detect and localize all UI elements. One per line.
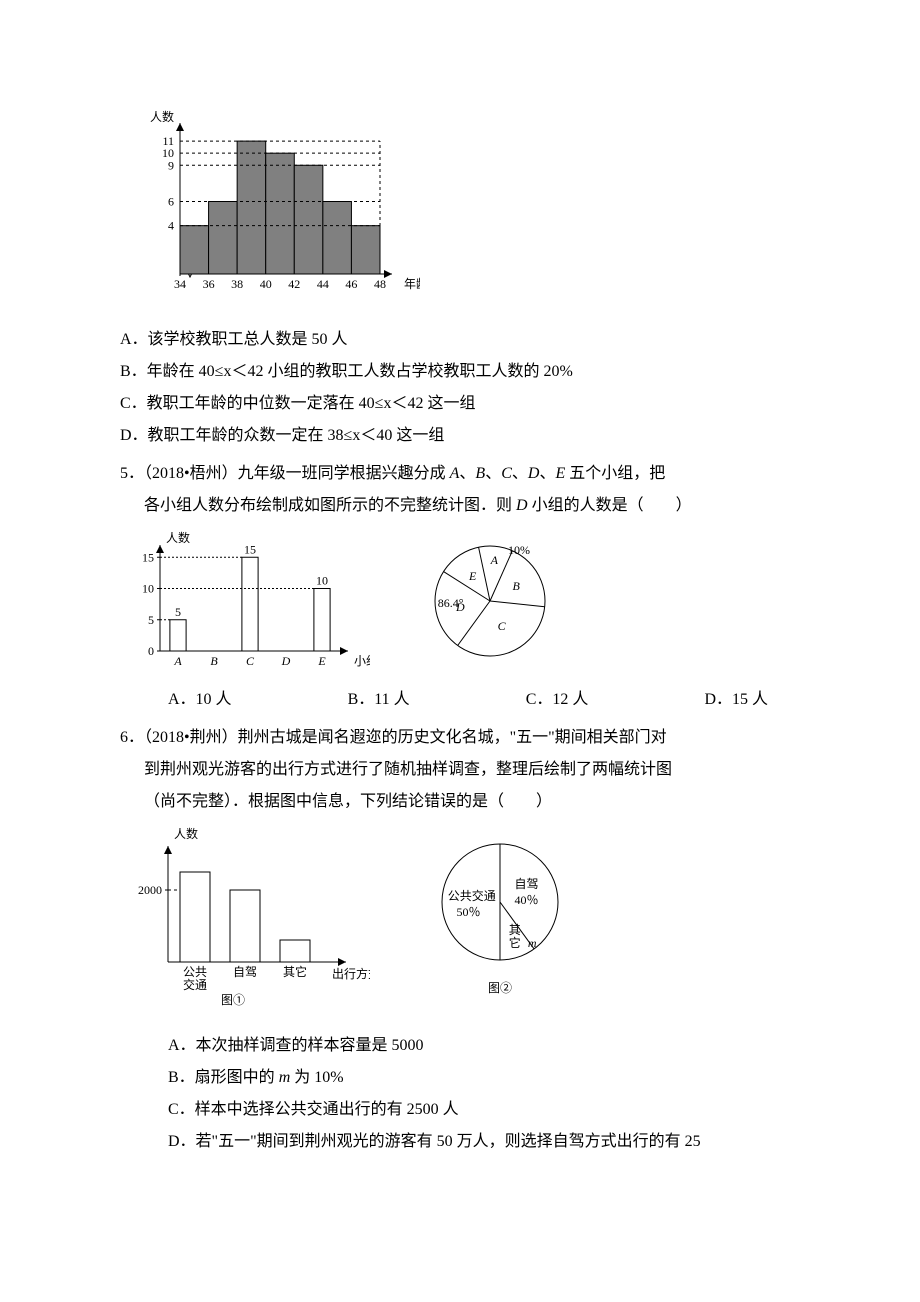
svg-text:48: 48 bbox=[374, 277, 386, 291]
q5-option-c: C．12 人 bbox=[526, 684, 589, 716]
q6-pie-chart: 公共交通 50％ 自驾 40％ 其它m 图② bbox=[410, 822, 590, 1022]
svg-text:图②: 图② bbox=[488, 981, 512, 995]
q6-option-c: C．样本中选择公共交通出行的有 2500 人 bbox=[120, 1094, 800, 1126]
svg-text:人数: 人数 bbox=[166, 530, 190, 545]
svg-text:40％: 40％ bbox=[515, 893, 539, 907]
q5-stem-line1: 5．（2018•梧州）九年级一班同学根据兴趣分成 A、B、C、D、E 五个小组，… bbox=[120, 458, 800, 490]
svg-text:42: 42 bbox=[288, 277, 300, 291]
svg-text:它: 它 bbox=[509, 935, 521, 950]
q6-stem-line2: 到荆州观光游客的出行方式进行了随机抽样调查，整理后绘制了两幅统计图 bbox=[120, 754, 800, 786]
svg-text:9: 9 bbox=[168, 158, 174, 172]
svg-text:自驾: 自驾 bbox=[233, 965, 257, 979]
svg-text:小组: 小组 bbox=[354, 654, 370, 668]
svg-text:5: 5 bbox=[148, 613, 154, 627]
svg-text:其它: 其它 bbox=[283, 964, 307, 979]
q5-option-b: B．11 人 bbox=[348, 684, 410, 716]
svg-text:15: 15 bbox=[142, 550, 154, 564]
svg-text:50％: 50％ bbox=[457, 905, 481, 919]
svg-text:自驾: 自驾 bbox=[515, 877, 539, 891]
svg-text:D: D bbox=[281, 654, 291, 668]
svg-text:6: 6 bbox=[168, 195, 174, 209]
q6-option-b: B．扇形图中的 m 为 10% bbox=[120, 1062, 800, 1094]
q6-bar-chart: 人数出行方式 2000 公共交通 自驾 其它图① bbox=[120, 822, 370, 1022]
q6-stem-line3: （尚不完整）．根据图中信息，下列结论错误的是（ ） bbox=[120, 786, 800, 818]
svg-text:E: E bbox=[468, 569, 477, 583]
svg-text:m: m bbox=[528, 936, 537, 950]
svg-text:公共: 公共 bbox=[183, 965, 207, 979]
q6-charts: 人数出行方式2000公共交通自驾其它图① 公共交通50％自驾40％其它m图② bbox=[120, 822, 800, 1022]
q4-option-a: A．该学校教职工总人数是 50 人 bbox=[120, 324, 800, 356]
svg-text:36: 36 bbox=[203, 277, 215, 291]
svg-text:人数: 人数 bbox=[150, 109, 174, 124]
svg-text:年龄: 年龄 bbox=[404, 277, 420, 291]
svg-text:15: 15 bbox=[244, 542, 256, 556]
svg-text:A: A bbox=[490, 553, 499, 567]
svg-text:C: C bbox=[246, 654, 255, 668]
q5-pie-chart: A10%BCDE86.4° bbox=[410, 526, 570, 676]
svg-text:B: B bbox=[513, 579, 521, 593]
q5-option-a: A．10 人 bbox=[168, 684, 232, 716]
svg-text:34: 34 bbox=[174, 277, 186, 291]
svg-text:2000: 2000 bbox=[138, 883, 162, 897]
q6-option-a: A．本次抽样调查的样本容量是 5000 bbox=[120, 1030, 800, 1062]
svg-text:出行方式: 出行方式 bbox=[332, 966, 370, 981]
svg-text:10: 10 bbox=[142, 582, 154, 596]
svg-text:A: A bbox=[173, 654, 182, 668]
svg-text:10: 10 bbox=[162, 146, 174, 160]
svg-text:B: B bbox=[210, 654, 218, 668]
q4-histogram: 人数年龄46910113436384042444648 bbox=[120, 104, 800, 316]
q6-option-d: D．若"五一"期间到荆州观光的游客有 50 万人，则选择自驾方式出行的有 25 bbox=[120, 1126, 800, 1158]
svg-text:38: 38 bbox=[231, 277, 243, 291]
svg-text:C: C bbox=[498, 619, 507, 633]
svg-text:44: 44 bbox=[317, 277, 329, 291]
svg-text:40: 40 bbox=[260, 277, 272, 291]
svg-text:86.4°: 86.4° bbox=[438, 596, 464, 610]
q5-option-d: D．15 人 bbox=[704, 684, 768, 716]
svg-text:公共交通: 公共交通 bbox=[448, 888, 496, 903]
q4-option-d: D．教职工年龄的众数一定在 38≤x＜40 这一组 bbox=[120, 420, 800, 452]
svg-text:5: 5 bbox=[175, 605, 181, 619]
svg-text:其: 其 bbox=[509, 923, 521, 937]
svg-text:人数: 人数 bbox=[174, 826, 198, 841]
svg-text:E: E bbox=[317, 654, 326, 668]
q6-stem-line1: 6．（2018•荆州）荆州古城是闻名遐迩的历史文化名城，"五一"期间相关部门对 bbox=[120, 722, 800, 754]
svg-text:0: 0 bbox=[148, 644, 154, 658]
q4-option-c: C．教职工年龄的中位数一定落在 40≤x＜42 这一组 bbox=[120, 388, 800, 420]
svg-text:4: 4 bbox=[168, 219, 174, 233]
q5-bar-chart: 人数小组 0 5 10 15 A 5 B C 15 D E 10 bbox=[120, 526, 370, 676]
q5-charts: 人数小组 0 5 10 15 A 5 B C 15 D E 10 A 10% B C D E 86.4° bbox=[120, 526, 800, 676]
svg-text:10%: 10% bbox=[508, 543, 530, 557]
svg-text:图①: 图① bbox=[221, 993, 245, 1007]
svg-text:10: 10 bbox=[316, 574, 328, 588]
q4-option-b: B．年龄在 40≤x＜42 小组的教职工人数占学校教职工人数的 20% bbox=[120, 356, 800, 388]
svg-text:交通: 交通 bbox=[183, 977, 207, 992]
q5-stem-line2: 各小组人数分布绘制成如图所示的不完整统计图．则 D 小组的人数是（ ） bbox=[120, 490, 800, 522]
svg-text:11: 11 bbox=[162, 134, 174, 148]
svg-text:46: 46 bbox=[345, 277, 357, 291]
q5-options: A．10 人 B．11 人 C．12 人 D．15 人 bbox=[120, 684, 800, 716]
